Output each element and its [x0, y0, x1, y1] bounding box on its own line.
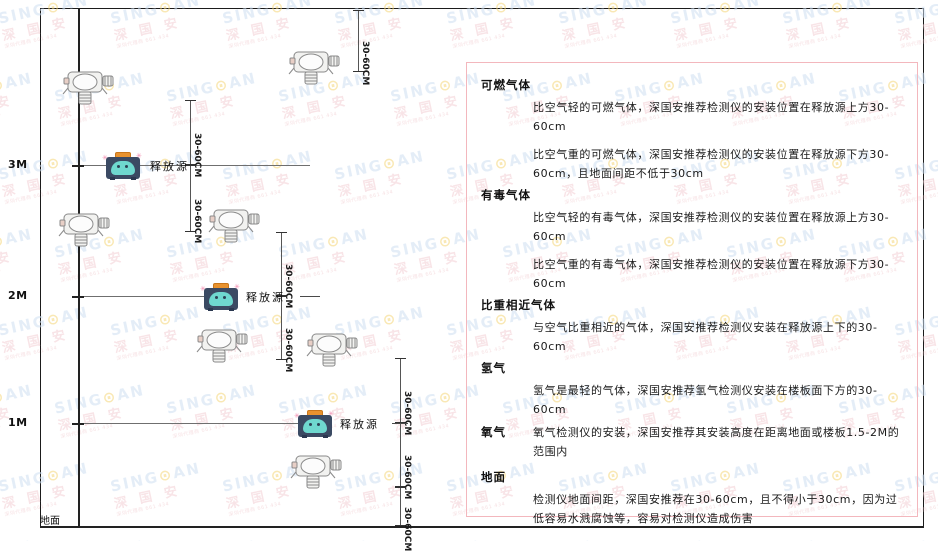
panel-paragraph: 比空气轻的有毒气体，深国安推荐检测仪的安装位置在释放源上方30-60cm [533, 211, 890, 243]
release-source-icon: ✳ ✳ [102, 152, 142, 180]
dimension-label: 30-60CM [283, 328, 293, 373]
level-line-2m [78, 296, 210, 297]
release-source-label: 释放源 [246, 291, 285, 304]
gas-detector-icon [306, 326, 362, 372]
panel-section-title: 氢气 [481, 361, 506, 375]
ground-label: 地面 [40, 516, 60, 527]
panel-section: 氧气 氧气检测仪的安装，深国安推荐其安装高度在距离地面或楼板1.5-2M的范围内 [481, 423, 905, 465]
release-face [111, 161, 135, 175]
level-line-1m [78, 423, 300, 424]
vertical-axis [78, 8, 80, 528]
info-panel: 可燃气体 比空气轻的可燃气体，深国安推荐检测仪的安装位置在释放源上方30-60cm… [466, 62, 918, 525]
release-source-label: 释放源 [340, 418, 379, 431]
level-tick-2m [72, 296, 84, 298]
panel-section: 有毒气体 比空气轻的有毒气体，深国安推荐检测仪的安装位置在释放源上方30-60cm… [481, 187, 905, 293]
panel-paragraph: 检测仪地面间距，深国安推荐在30-60cm，且不得小于30cm，因为过低容易水溅… [533, 493, 898, 525]
dimension-label: 30-60CM [402, 506, 412, 551]
gas-detector-icon [58, 206, 114, 252]
level-label-2m: 2M [8, 289, 28, 302]
leader-line [300, 296, 320, 297]
panel-section: 氢气氢气是最轻的气体，深国安推荐氢气检测仪安装在楼板面下方的30-60cm [481, 360, 905, 419]
dimension-label: 30-60CM [402, 455, 412, 500]
panel-section-title: 氧气 [481, 425, 506, 439]
panel-paragraph: 氢气是最轻的气体，深国安推荐氢气检测仪安装在楼板面下方的30-60cm [533, 384, 878, 416]
gas-detector-icon [288, 44, 344, 90]
panel-section-body: 检测仪地面间距，深国安推荐在30-60cm，且不得小于30cm，因为过低容易水溅… [533, 490, 905, 528]
panel-section-title: 地面 [481, 470, 506, 484]
panel-section-title: 可燃气体 [481, 78, 531, 92]
gas-detector-icon [62, 64, 118, 110]
level-label-1m: 1M [8, 416, 28, 429]
panel-section-title: 有毒气体 [481, 188, 531, 202]
panel-section-body: 氢气是最轻的气体，深国安推荐氢气检测仪安装在楼板面下方的30-60cm [533, 381, 905, 419]
dimension-label: 30-60CM [192, 198, 202, 243]
gas-detector-icon [290, 448, 346, 494]
gas-detector-icon [196, 322, 252, 368]
level-label-3m: 3M [8, 158, 28, 171]
release-source-icon: ✳ ✳ [294, 410, 334, 438]
dimension-label: 30-60CM [360, 41, 370, 86]
panel-section-title: 比重相近气体 [481, 298, 556, 312]
panel-paragraph: 比空气轻的可燃气体，深国安推荐检测仪的安装位置在释放源上方30-60cm [533, 101, 890, 133]
dimension-label: 30-60CM [402, 390, 412, 435]
release-source-label: 释放源 [150, 160, 189, 173]
panel-section: 可燃气体 比空气轻的可燃气体，深国安推荐检测仪的安装位置在释放源上方30-60cm… [481, 77, 905, 183]
panel-section: 比重相近气体与空气比重相近的气体，深国安推荐检测仪安装在释放源上下的30-60c… [481, 297, 905, 356]
panel-paragraph: 与空气比重相近的气体，深国安推荐检测仪安装在释放源上下的30-60cm [533, 321, 878, 353]
panel-section-body: 比空气轻的有毒气体，深国安推荐检测仪的安装位置在释放源上方30-60cm 比空气重… [533, 208, 905, 293]
leader-line [392, 423, 408, 424]
dimension-label: 30-60CM [192, 132, 202, 177]
panel-section: 地面检测仪地面间距，深国安推荐在30-60cm，且不得小于30cm，因为过低容易… [481, 469, 905, 528]
release-source-icon: ✳ ✳ [200, 283, 240, 311]
panel-section-body: 比空气轻的可燃气体，深国安推荐检测仪的安装位置在释放源上方30-60cm 比空气重… [533, 98, 905, 183]
panel-section-body: 与空气比重相近的气体，深国安推荐检测仪安装在释放源上下的30-60cm [533, 318, 905, 356]
level-tick-1m [72, 423, 84, 425]
level-tick-3m [72, 165, 84, 167]
panel-section-body: 氧气检测仪的安装，深国安推荐其安装高度在距离地面或楼板1.5-2M的范围内 [533, 423, 905, 465]
ground-line [40, 526, 924, 528]
gas-detector-icon [208, 202, 264, 248]
panel-paragraph: 氧气检测仪的安装，深国安推荐其安装高度在距离地面或楼板1.5-2M的范围内 [533, 426, 900, 458]
panel-paragraph: 比空气重的可燃气体，深国安推荐检测仪的安装位置在释放源下方30-60cm，且地面… [533, 148, 890, 180]
panel-paragraph: 比空气重的有毒气体，深国安推荐检测仪的安装位置在释放源下方30-60cm [533, 258, 890, 290]
